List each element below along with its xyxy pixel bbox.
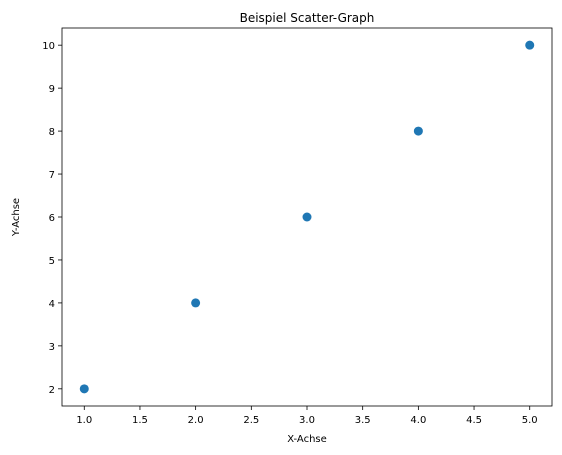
x-tick-label: 1.0 bbox=[76, 415, 92, 426]
x-tick-label: 1.5 bbox=[132, 415, 148, 426]
x-tick-label: 4.0 bbox=[410, 415, 426, 426]
x-tick-label: 2.0 bbox=[188, 415, 204, 426]
x-tick-label: 3.0 bbox=[299, 415, 315, 426]
x-axis-label: X-Achse bbox=[287, 434, 327, 445]
y-tick-label: 5 bbox=[49, 256, 55, 267]
x-tick-label: 4.5 bbox=[466, 415, 482, 426]
y-tick-label: 7 bbox=[49, 170, 55, 181]
x-tick-label: 3.5 bbox=[355, 415, 371, 426]
data-point bbox=[413, 126, 423, 136]
data-points bbox=[79, 40, 535, 394]
data-point bbox=[302, 212, 312, 222]
data-point bbox=[191, 298, 201, 308]
y-tick-label: 6 bbox=[49, 213, 55, 224]
y-axis: 2 3 4 5 6 7 8 9 10 bbox=[42, 41, 62, 396]
data-point bbox=[79, 384, 89, 394]
y-tick-label: 3 bbox=[49, 342, 55, 353]
x-tick-label: 5.0 bbox=[522, 415, 538, 426]
x-axis: 1.0 1.5 2.0 2.5 3.0 3.5 4.0 4.5 5.0 bbox=[76, 406, 538, 426]
y-tick-label: 9 bbox=[49, 84, 55, 95]
y-tick-label: 2 bbox=[49, 385, 55, 396]
y-tick-label: 4 bbox=[49, 299, 55, 310]
y-axis-label: Y-Achse bbox=[11, 198, 22, 237]
y-tick-label: 10 bbox=[42, 41, 55, 52]
data-point bbox=[525, 40, 535, 50]
y-tick-label: 8 bbox=[49, 127, 55, 138]
x-tick-label: 2.5 bbox=[243, 415, 259, 426]
chart-title: Beispiel Scatter-Graph bbox=[240, 11, 375, 25]
